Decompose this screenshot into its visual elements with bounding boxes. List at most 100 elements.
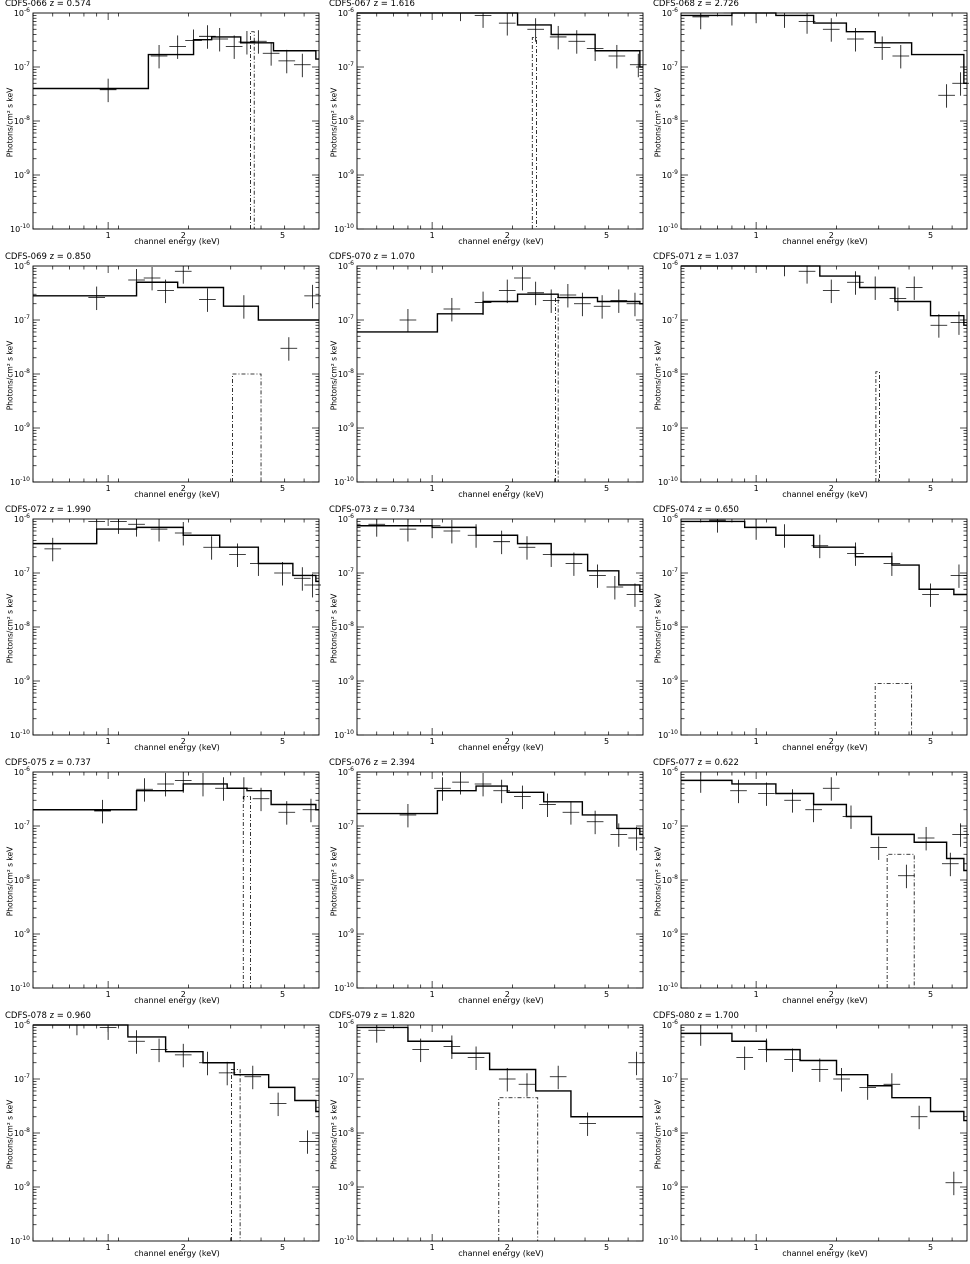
data-point [798, 266, 816, 284]
y-tick-label: 10-6 [662, 513, 678, 524]
panel-title: CDFS-070 z = 1.070 [329, 252, 415, 262]
data-point [847, 271, 864, 295]
y-tick-label: 10-8 [14, 874, 30, 885]
y-tick-label: 10-10 [334, 223, 354, 234]
y-tick-label: 10-7 [14, 1073, 30, 1084]
spectrum-panel: CDFS-075 z = 0.737 Photons/cm² s keV chann… [0, 758, 323, 1011]
y-tick-label: 10-10 [334, 982, 354, 993]
data-point [235, 777, 253, 801]
line-component [555, 297, 559, 482]
x-tick-label: 1 [754, 737, 759, 746]
data-point [514, 266, 531, 291]
x-tick-label: 2 [829, 990, 834, 999]
x-tick-label: 5 [604, 231, 609, 240]
data-point [150, 44, 168, 69]
data-point [229, 543, 246, 567]
data-point [606, 575, 624, 600]
data-point [99, 1025, 117, 1040]
data-point [930, 314, 948, 338]
spectrum-plot: 1 2 5 10-10 10-9 10-8 10-7 10-6 [658, 7, 969, 240]
x-tick-label: 1 [106, 231, 111, 240]
spectrum-plot: 1 2 5 10-10 10-9 10-8 10-7 10-6 [10, 513, 321, 746]
data-point [423, 519, 441, 539]
y-tick-label: 10-7 [662, 61, 678, 72]
spectrum-panel: CDFS-071 z = 1.037 Photons/cm² s keV chann… [648, 252, 970, 505]
data-point [399, 519, 417, 542]
data-point [434, 777, 451, 801]
y-tick-label: 10-9 [14, 675, 30, 686]
spectrum-panel: CDFS-078 z = 0.960 Photons/cm² s keV chann… [0, 1011, 323, 1264]
y-tick-label: 10-10 [10, 1235, 30, 1246]
y-tick-label: 10-9 [338, 928, 354, 939]
x-tick-label: 5 [280, 484, 285, 493]
data-point [274, 561, 291, 586]
y-tick-label: 10-6 [338, 260, 354, 271]
data-point [44, 537, 62, 562]
data-point [776, 265, 793, 277]
x-tick-label: 1 [106, 1243, 111, 1252]
data-point [252, 787, 270, 812]
spectrum-plot: 1 2 5 10-10 10-9 10-8 10-7 10-6 [10, 260, 321, 493]
spectrum-plot: 1 2 5 10-10 10-9 10-8 10-7 10-6 [334, 260, 644, 493]
x-axis-label: channel energy (keV) [458, 490, 544, 499]
spectrum-plot: 1 2 5 10-10 10-9 10-8 10-7 10-6 [658, 513, 968, 746]
y-tick-label: 10-8 [338, 368, 354, 379]
panel-title: CDFS-080 z = 1.700 [653, 1011, 739, 1021]
data-point [157, 772, 174, 797]
spectrum-panel: CDFS-069 z = 0.850 Photons/cm² s keV chann… [0, 252, 323, 505]
x-tick-label: 5 [928, 231, 933, 240]
data-point [747, 265, 765, 268]
data-point [527, 18, 545, 42]
data-point [203, 536, 221, 560]
spectrum-plot: 1 2 5 10-10 10-9 10-8 10-7 10-6 [334, 1019, 645, 1252]
x-tick-label: 2 [829, 231, 834, 240]
data-point [883, 1073, 901, 1097]
x-axis-label: channel energy (keV) [782, 237, 868, 246]
y-tick-label: 10-6 [14, 7, 30, 18]
spectrum-panel: CDFS-074 z = 0.650 Photons/cm² s keV chann… [648, 505, 970, 758]
x-tick-label: 5 [280, 1243, 285, 1252]
x-tick-label: 5 [604, 737, 609, 746]
data-point [549, 25, 567, 50]
x-tick-label: 5 [280, 231, 285, 240]
x-tick-label: 1 [430, 484, 435, 493]
y-tick-label: 10-8 [662, 874, 678, 885]
x-axis-label: channel energy (keV) [782, 743, 868, 752]
x-tick-label: 2 [181, 990, 186, 999]
data-point [493, 530, 511, 555]
x-tick-label: 2 [505, 990, 510, 999]
data-point [574, 292, 591, 317]
data-point [278, 801, 296, 825]
x-tick-label: 5 [928, 1243, 933, 1252]
y-tick-label: 10-10 [10, 476, 30, 487]
x-tick-label: 5 [928, 737, 933, 746]
y-tick-label: 10-8 [662, 1127, 678, 1138]
data-point [302, 798, 320, 823]
data-point [692, 13, 710, 30]
data-point [399, 803, 417, 828]
y-tick-label: 10-8 [338, 621, 354, 632]
data-point [798, 13, 816, 34]
data-point [94, 799, 111, 824]
data-point [185, 29, 202, 53]
model-line [33, 281, 319, 321]
y-tick-label: 10-6 [14, 766, 30, 777]
data-point [629, 53, 647, 78]
model-line [681, 779, 967, 872]
y-tick-label: 10-7 [338, 820, 354, 831]
spectrum-panel: CDFS-067 z = 1.616 Photons/cm² s keV chann… [324, 0, 647, 252]
panel-title: CDFS-074 z = 0.650 [653, 505, 739, 515]
data-point [559, 284, 577, 308]
model-line [33, 526, 319, 583]
x-tick-label: 1 [106, 484, 111, 493]
panel-title: CDFS-066 z = 0.574 [5, 0, 91, 9]
spectrum-plot: 1 2 5 10-10 10-9 10-8 10-7 10-6 [10, 766, 320, 999]
data-point [518, 536, 536, 560]
x-axis-label: channel energy (keV) [134, 1249, 220, 1258]
y-tick-label: 10-9 [338, 675, 354, 686]
data-point [128, 519, 145, 537]
x-axis-label: channel energy (keV) [458, 237, 544, 246]
x-tick-label: 1 [430, 990, 435, 999]
data-point [368, 519, 386, 537]
data-point [626, 292, 644, 317]
